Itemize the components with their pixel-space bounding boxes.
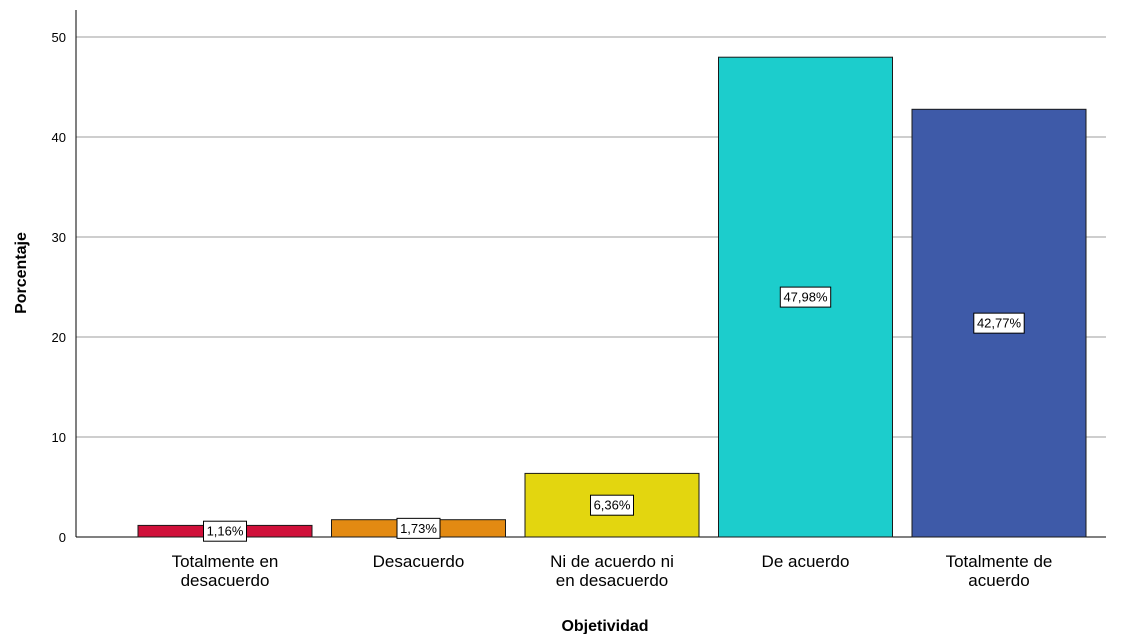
data-label: 42,77% <box>973 312 1025 334</box>
y-tick-label: 30 <box>52 230 66 245</box>
data-label-text: 42,77% <box>977 316 1022 331</box>
x-category-labels: Totalmente en desacuerdo Desacuerdo Ni de a… <box>172 552 1053 590</box>
data-label-text: 1,16% <box>207 524 244 539</box>
data-label-box <box>779 286 832 308</box>
data-label: 1,16% <box>203 520 247 542</box>
x-tick-label: Ni de acuerdo ni en desacuerdo <box>550 552 674 590</box>
x-tick-label: Totalmente de acuerdo <box>946 552 1053 590</box>
y-tick-label: 50 <box>52 30 66 45</box>
data-label-text: 47,98% <box>783 290 828 305</box>
y-tick-label: 10 <box>52 430 66 445</box>
data-label-box <box>203 520 247 542</box>
data-label: 1,73% <box>396 517 441 539</box>
data-label: 47,98% <box>779 286 832 308</box>
x-tick-label: De acuerdo <box>762 552 850 571</box>
x-tick-label: Totalmente en desacuerdo <box>172 552 279 590</box>
data-label-box <box>973 312 1025 334</box>
data-label: 6,36% <box>590 494 634 516</box>
y-tick-label: 20 <box>52 330 66 345</box>
y-tick-label: 40 <box>52 130 66 145</box>
data-label-text: 6,36% <box>594 498 631 513</box>
data-label-box <box>590 494 634 516</box>
y-tick-labels: 0 10 20 30 40 50 <box>52 30 66 545</box>
bars <box>137 56 1087 538</box>
x-axis-title: Objetividad <box>561 618 648 634</box>
data-labels: 1,16% 1,73% 6,36% 47,98% 42,77% <box>203 286 1025 542</box>
data-label-box <box>396 517 441 539</box>
y-axis-title: Porcentaje <box>13 232 30 314</box>
x-tick-label: Desacuerdo <box>373 552 465 571</box>
y-tick-label: 0 <box>59 530 66 545</box>
data-label-text: 1,73% <box>400 521 437 536</box>
